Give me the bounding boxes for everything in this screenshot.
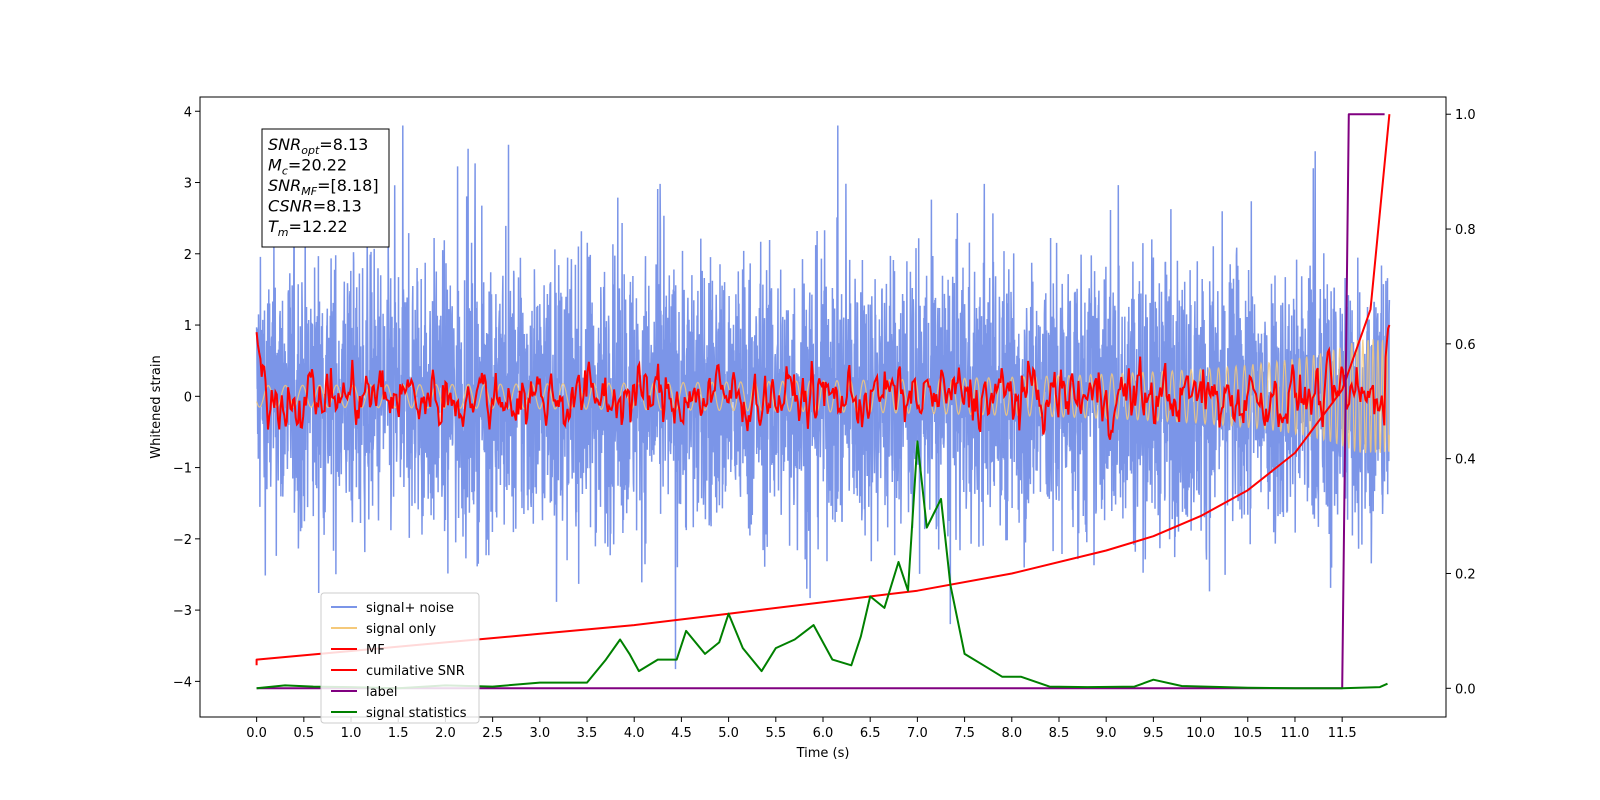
info-box-frame — [261, 128, 390, 248]
x-tick-label: 3.5 — [577, 726, 598, 741]
legend-label: cumilative SNR — [366, 664, 465, 679]
y-tick-label: −1 — [173, 462, 192, 477]
y2-tick-label: 0.4 — [1455, 453, 1476, 468]
x-tick-label: 8.5 — [1049, 726, 1070, 741]
series-mf-line — [255, 324, 1391, 440]
axes-layer: 0.0 0.5 1.0 1.5 2.0 2.5 3.0 3.5 4.0 4.5 5.0 5.5 6.0 6… — [173, 105, 1476, 741]
y-tick-label: 1 — [184, 319, 192, 334]
x-axis-title: Time (s) — [796, 746, 850, 761]
x-tick-label: 1.5 — [388, 726, 409, 741]
x-tick-label: 8.0 — [1001, 726, 1022, 741]
y2-tick-label: 1.0 — [1455, 108, 1476, 123]
x-tick-label: 4.5 — [671, 726, 692, 741]
y-tick-label: −3 — [173, 604, 192, 619]
y-tick-label: 0 — [184, 390, 192, 405]
x-tick-label: 6.5 — [860, 726, 881, 741]
y2-tick-label: 0.8 — [1455, 223, 1476, 238]
y-tick-label: 2 — [184, 248, 192, 263]
y2-tick-label: 0.6 — [1455, 338, 1476, 353]
y-axis-title: Whitened strain — [149, 355, 164, 458]
legend-label: label — [366, 685, 397, 700]
legend-frame — [320, 592, 480, 724]
x-tick-label: 9.0 — [1096, 726, 1117, 741]
x-tick-label: 4.0 — [624, 726, 645, 741]
x-tick-label: 3.0 — [529, 726, 550, 741]
x-tick-label: 5.0 — [718, 726, 739, 741]
legend-label: MF — [366, 643, 385, 658]
x-tick-label: 11.0 — [1280, 726, 1309, 741]
y-tick-label: 4 — [184, 105, 192, 120]
x-tick-label: 7.5 — [954, 726, 975, 741]
x-tick-label: 1.0 — [341, 726, 362, 741]
info-box: SNRopt=8.13Mc=20.22SNRMF=[8.18]CSNR=8.13… — [261, 128, 390, 248]
x-tick-label: 7.0 — [907, 726, 928, 741]
x-tick-label: 5.5 — [765, 726, 786, 741]
legend: signal+ noise signal only MF cumilative SNR… — [320, 592, 480, 724]
x-tick-label: 2.5 — [482, 726, 503, 741]
series-label-line — [256, 113, 1385, 690]
legend-label: signal statistics — [366, 706, 467, 721]
info-line: Mc=20.22 — [268, 156, 347, 178]
series-signal-only-line — [256, 339, 1390, 454]
info-line: Tm=12.22 — [268, 217, 348, 239]
y-tick-label: −2 — [173, 533, 192, 548]
x-tick-label: 0.5 — [293, 726, 314, 741]
series-signal-statistics-line — [256, 440, 1388, 690]
x-tick-label: 6.0 — [813, 726, 834, 741]
x-tick-label: 2.0 — [435, 726, 456, 741]
y2-tick-label: 0.2 — [1455, 567, 1476, 582]
y2-tick-label: 0.0 — [1455, 682, 1476, 697]
legend-label: signal only — [366, 622, 436, 637]
x-tick-label: 0.0 — [246, 726, 267, 741]
info-line: CSNR=8.13 — [268, 197, 362, 216]
x-tick-label: 10.0 — [1186, 726, 1215, 741]
y-tick-label: −4 — [173, 675, 192, 690]
x-tick-label: 10.5 — [1233, 726, 1262, 741]
y-tick-label: 3 — [184, 177, 192, 192]
series-signal-noise-line — [255, 125, 1391, 670]
info-line: SNRMF=[8.18] — [268, 176, 379, 198]
x-tick-label: 11.5 — [1328, 726, 1357, 741]
legend-label: signal+ noise — [366, 601, 454, 616]
info-line: SNRopt=8.13 — [268, 135, 368, 157]
x-tick-label: 9.5 — [1143, 726, 1164, 741]
